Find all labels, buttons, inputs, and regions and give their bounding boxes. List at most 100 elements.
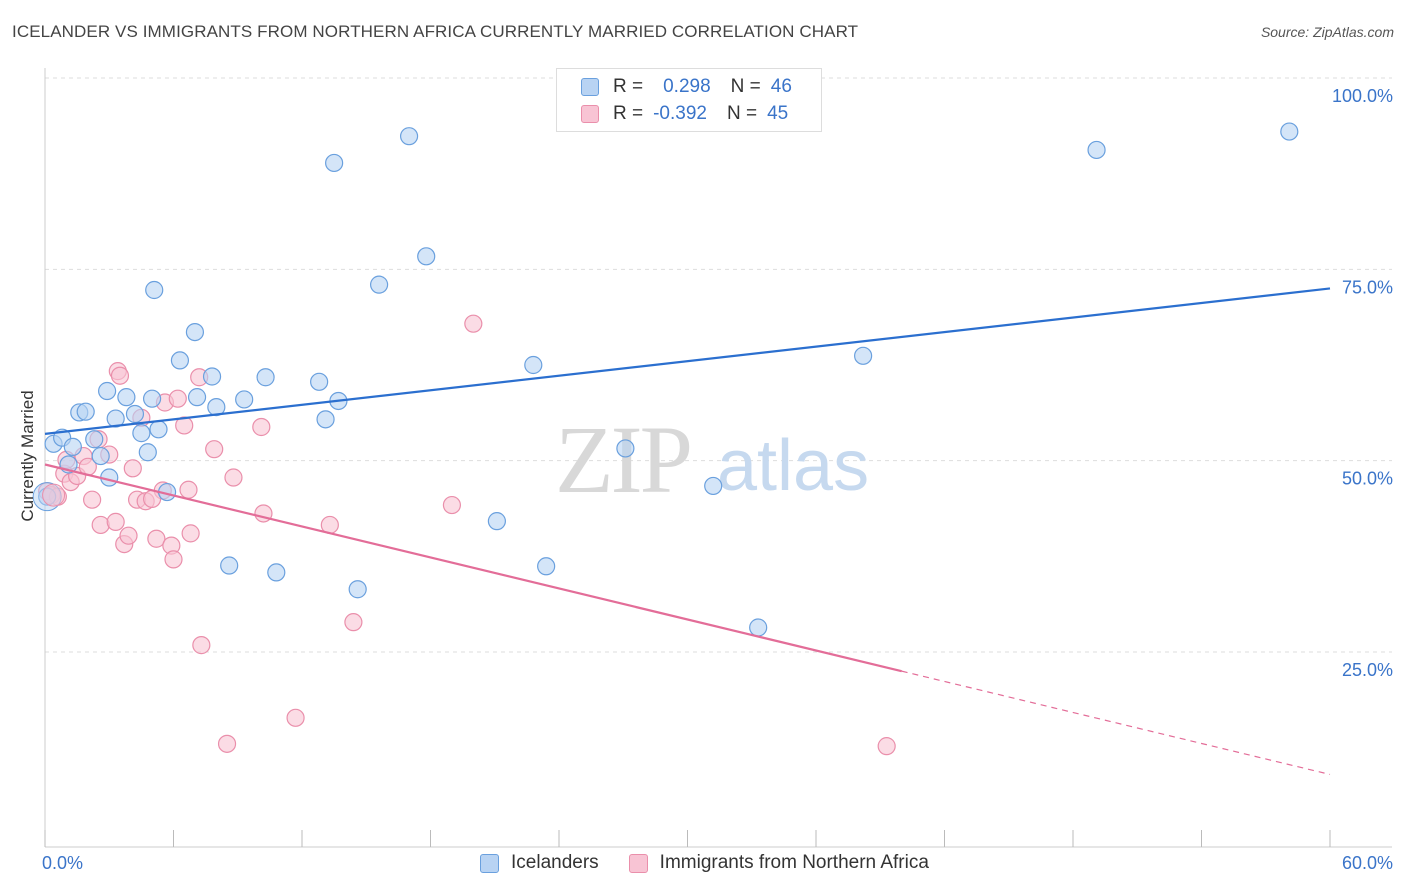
- series-legend-label: Icelanders: [511, 852, 599, 873]
- series-legend-immigrants[interactable]: Immigrants from Northern Africa: [628, 852, 929, 874]
- icelander-trend-line: [44, 287, 1331, 435]
- icelander-point[interactable]: [616, 439, 635, 458]
- icelander-point[interactable]: [132, 424, 151, 443]
- immigrant-point[interactable]: [224, 468, 243, 487]
- icelander-point[interactable]: [117, 388, 136, 407]
- immigrant-point[interactable]: [123, 459, 142, 478]
- legend-r-label: R =: [613, 103, 644, 124]
- icelander-point[interactable]: [91, 446, 110, 466]
- series-legend-label: Immigrants from Northern Africa: [659, 852, 929, 873]
- immigrant-point[interactable]: [464, 314, 483, 333]
- grid-lines: [45, 77, 1392, 653]
- icelander-point[interactable]: [187, 388, 207, 407]
- immigrant-point[interactable]: [175, 416, 194, 435]
- legend-swatch-pink: [581, 105, 599, 123]
- immigrant-point[interactable]: [168, 389, 187, 408]
- immigrant-point[interactable]: [91, 515, 110, 535]
- icelander-point[interactable]: [524, 355, 543, 375]
- icelander-point[interactable]: [202, 367, 222, 386]
- series-swatch-blue: [480, 853, 499, 873]
- icelander-point[interactable]: [63, 437, 82, 456]
- y-tick-labels: 25.0% 50.0% 75.0% 100.0%: [1332, 86, 1393, 680]
- watermark-atlas: atlas: [717, 426, 869, 506]
- icelander-point[interactable]: [185, 322, 205, 342]
- legend-row-immigrants: R = -0.392 N = 45: [581, 101, 788, 127]
- y-tick-label: 50.0%: [1342, 469, 1393, 489]
- icelander-point[interactable]: [1280, 122, 1299, 141]
- icelander-point[interactable]: [310, 372, 329, 391]
- icelander-point[interactable]: [170, 351, 190, 370]
- axes: [44, 68, 1392, 848]
- icelander-point[interactable]: [142, 389, 162, 408]
- x-tick-label-max: 60.0%: [1342, 853, 1393, 873]
- icelander-point[interactable]: [149, 420, 168, 439]
- icelander-point[interactable]: [854, 346, 873, 365]
- immigrant-point[interactable]: [179, 480, 198, 499]
- icelander-point[interactable]: [76, 402, 95, 421]
- series-legend: Icelanders Immigrants from Northern Afri…: [480, 852, 959, 874]
- watermark-zip: ZIP: [555, 406, 690, 513]
- chart-source: Source: ZipAtlas.com: [1260, 24, 1394, 40]
- legend-n-value: 45: [767, 103, 789, 124]
- legend-n-label: N =: [726, 103, 758, 124]
- immigrant-point[interactable]: [205, 440, 224, 459]
- immigrant-point[interactable]: [217, 734, 237, 753]
- icelander-point[interactable]: [220, 556, 239, 575]
- immigrant-point[interactable]: [83, 490, 102, 509]
- immigrant-point[interactable]: [110, 366, 130, 385]
- series-legend-icelanders[interactable]: Icelanders: [480, 852, 599, 874]
- immigrant-point[interactable]: [877, 737, 896, 756]
- icelander-point[interactable]: [138, 443, 157, 462]
- icelander-point[interactable]: [417, 247, 436, 266]
- legend-r-value: -0.392: [653, 103, 707, 124]
- immigrant-point[interactable]: [106, 512, 125, 531]
- icelander-point[interactable]: [267, 563, 286, 582]
- y-axis-label: Currently Married: [18, 390, 37, 521]
- immigrant-trend-extension: [901, 670, 1331, 776]
- legend-r-value: 0.298: [663, 76, 711, 97]
- x-tick-label-min: 0.0%: [42, 853, 83, 873]
- legend-swatch-blue: [581, 78, 599, 96]
- immigrant-point[interactable]: [286, 708, 305, 727]
- correlation-legend: R = 0.298 N = 46 R = -0.392 N = 45: [556, 68, 822, 132]
- data-points: [32, 122, 1299, 756]
- icelander-point[interactable]: [749, 618, 768, 637]
- immigrant-point[interactable]: [181, 524, 200, 543]
- icelander-point[interactable]: [348, 580, 367, 599]
- immigrant-point[interactable]: [344, 613, 363, 632]
- icelander-point[interactable]: [325, 153, 344, 173]
- immigrant-trend-line: [44, 463, 902, 673]
- chart-title: ICELANDER VS IMMIGRANTS FROM NORTHERN AF…: [12, 22, 859, 41]
- icelander-point[interactable]: [85, 430, 104, 449]
- legend-row-icelanders: R = 0.298 N = 46: [581, 74, 792, 100]
- icelander-point[interactable]: [145, 280, 164, 300]
- icelander-point[interactable]: [537, 557, 556, 576]
- y-tick-label: 75.0%: [1342, 277, 1393, 297]
- icelander-point[interactable]: [487, 512, 506, 531]
- zipatlas-watermark: ZIP atlas: [555, 406, 869, 513]
- icelander-point[interactable]: [704, 476, 723, 496]
- y-tick-label: 100.0%: [1332, 86, 1393, 106]
- icelander-point[interactable]: [399, 127, 419, 146]
- x-axis-ticks: [44, 830, 1331, 847]
- y-tick-label: 25.0%: [1342, 660, 1393, 680]
- immigrant-point[interactable]: [147, 529, 166, 548]
- icelander-point[interactable]: [235, 390, 254, 409]
- immigrant-point[interactable]: [442, 495, 462, 515]
- icelander-point[interactable]: [1087, 140, 1106, 160]
- immigrant-point[interactable]: [164, 550, 183, 569]
- icelander-point[interactable]: [125, 404, 145, 424]
- legend-n-label: N =: [730, 76, 761, 97]
- immigrant-point[interactable]: [252, 417, 271, 437]
- immigrant-point[interactable]: [119, 526, 138, 545]
- legend-r-label: R =: [613, 76, 644, 97]
- series-swatch-pink: [628, 853, 648, 873]
- immigrant-cluster-point[interactable]: [42, 483, 66, 507]
- icelander-point[interactable]: [106, 409, 125, 428]
- immigrant-point[interactable]: [192, 636, 211, 655]
- icelander-point[interactable]: [98, 381, 117, 401]
- icelander-point[interactable]: [370, 275, 389, 294]
- icelander-point[interactable]: [256, 368, 275, 387]
- icelander-point[interactable]: [316, 410, 335, 429]
